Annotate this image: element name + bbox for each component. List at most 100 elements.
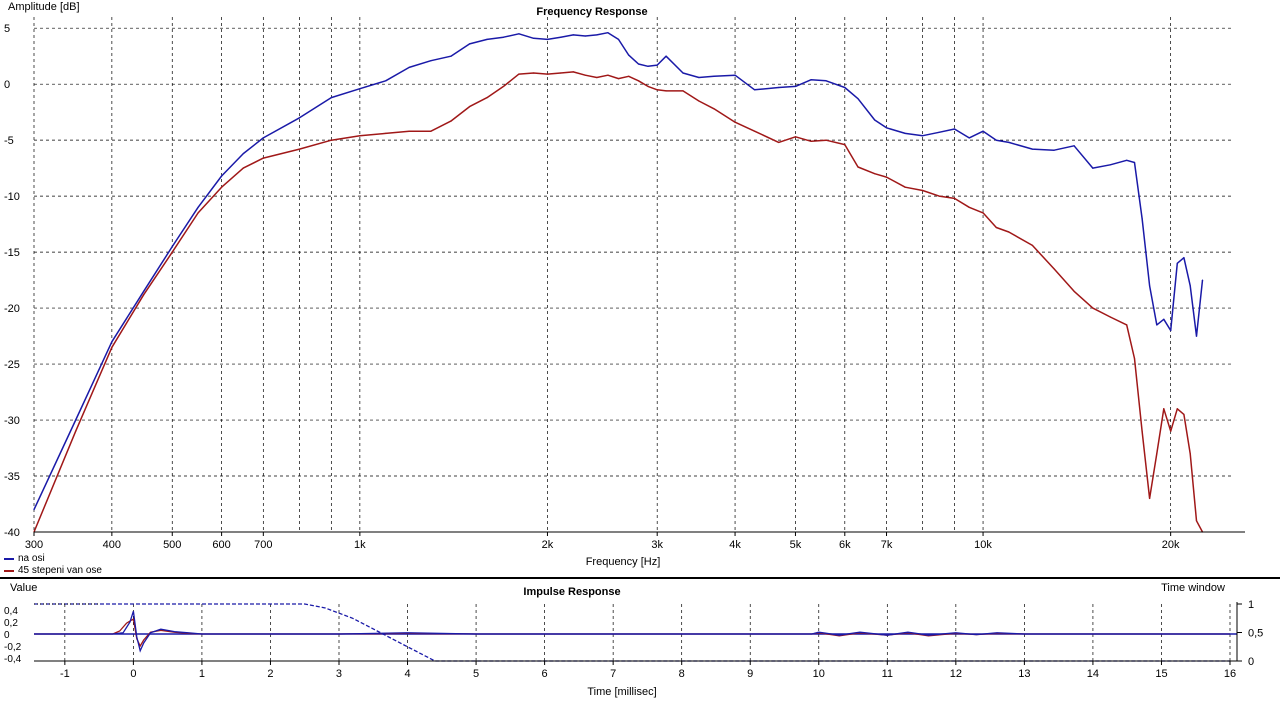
frequency-y-axis-label: Amplitude [dB] — [8, 1, 80, 13]
frequency-point — [450, 55, 452, 57]
frequency-point — [385, 80, 387, 82]
legend-item-na-osi: na osi — [4, 553, 45, 564]
frequency-point — [968, 137, 970, 139]
frequency-point — [617, 38, 620, 41]
impulse-x-tick-label: 12 — [950, 668, 962, 680]
frequency-point — [982, 130, 984, 132]
impulse-x-tick-label: 7 — [610, 668, 616, 680]
right-axis-tick-label: 1 — [1248, 599, 1254, 611]
impulse-x-axis-label: Time [millisec] — [587, 686, 656, 698]
frequency-point — [385, 132, 387, 134]
right-axis-tick-label: 0,5 — [1248, 628, 1263, 640]
frequency-y-tick-label: 0 — [4, 79, 10, 91]
frequency-point — [1053, 268, 1055, 270]
frequency-x-axis-label: Frequency [Hz] — [586, 556, 661, 568]
impulse-y-ticks: 0,40,20-0,2-0,4 — [4, 606, 22, 665]
frequency-point — [502, 85, 505, 87]
frequency-point — [584, 35, 586, 37]
impulse-x-tick-label: 4 — [404, 668, 410, 680]
impulse-x-tick-label: 8 — [679, 668, 685, 680]
frequency-y-tick-label: -25 — [4, 359, 20, 371]
frequency-point — [904, 186, 906, 188]
impulse-x-tick-label: 16 — [1224, 668, 1236, 680]
frequency-point — [450, 120, 452, 122]
frequency-point — [1189, 285, 1191, 287]
frequency-point — [754, 89, 756, 91]
frequency-point — [111, 341, 113, 343]
frequency-x-tick-label: 300 — [25, 539, 43, 551]
frequency-point — [794, 85, 797, 87]
impulse-y-tick-label: 0,2 — [4, 618, 18, 629]
impulse-y-axis-label: Value — [10, 582, 37, 594]
frequency-point — [75, 419, 77, 421]
frequency-x-tick-label: 10k — [974, 539, 992, 551]
frequency-point — [982, 212, 984, 214]
legend-label: 45 stepeni van ose — [18, 565, 102, 576]
frequency-point — [1133, 161, 1136, 164]
frequency-point — [825, 80, 827, 82]
frequency-point — [857, 166, 859, 168]
frequency-x-tick-label: 1k — [354, 539, 366, 551]
frequency-point — [486, 97, 488, 99]
frequency-point — [1092, 167, 1094, 169]
frequency-point — [262, 157, 264, 159]
frequency-point — [1163, 318, 1165, 320]
frequency-point — [221, 186, 223, 188]
frequency-point — [995, 139, 997, 141]
frequency-point — [968, 206, 970, 208]
frequency-point — [734, 121, 736, 123]
frequency-point — [143, 290, 145, 292]
frequency-point — [1149, 497, 1151, 499]
frequency-point — [637, 80, 640, 82]
frequency-point — [713, 108, 715, 110]
frequency-point — [171, 245, 173, 248]
frequency-point — [298, 148, 301, 150]
frequency-point — [502, 36, 505, 38]
frequency-point — [408, 130, 410, 132]
frequency-point — [242, 167, 244, 169]
frequency-point — [518, 33, 520, 35]
frequency-point — [885, 176, 888, 178]
frequency-point — [628, 75, 630, 77]
frequency-x-tick-label: 400 — [103, 539, 121, 551]
frequency-point — [844, 86, 846, 89]
frequency-x-tick-label: 700 — [254, 539, 272, 551]
frequency-point — [33, 509, 35, 511]
frequency-point — [430, 60, 432, 62]
frequency-point — [111, 346, 113, 348]
frequency-chart-title: Frequency Response — [536, 6, 647, 18]
frequency-y-tick-label: -5 — [4, 135, 14, 147]
frequency-point — [794, 136, 797, 138]
frequency-point — [698, 100, 700, 102]
time-window-curve — [34, 603, 1230, 662]
impulse-x-tick-label: 11 — [882, 668, 893, 680]
impulse-y-tick-label: -0,4 — [4, 654, 22, 665]
frequency-point — [922, 189, 924, 192]
frequency-x-tick-label: 20k — [1162, 539, 1180, 551]
frequency-point — [1195, 520, 1198, 522]
impulse-x-tick-label: 9 — [747, 668, 753, 680]
frequency-point — [656, 89, 658, 91]
frequency-y-tick-label: -15 — [4, 247, 20, 259]
frequency-x-tick-label: 7k — [881, 539, 893, 551]
frequency-point — [698, 76, 700, 79]
frequency-point — [572, 34, 574, 36]
frequency-point — [1195, 335, 1198, 337]
frequency-point — [628, 54, 630, 56]
legend-item-45-stepeni: 45 stepeni van ose — [4, 565, 102, 576]
frequency-point — [1149, 285, 1151, 287]
frequency-point — [408, 66, 410, 68]
frequency-point — [1176, 408, 1178, 410]
frequency-point — [242, 153, 244, 155]
impulse-x-tick-label: 10 — [813, 668, 825, 680]
frequency-point — [560, 36, 562, 38]
frequency-point — [1156, 453, 1158, 455]
impulse-x-tick-label: 13 — [1018, 668, 1030, 680]
frequency-point — [754, 130, 756, 132]
frequency-point — [874, 119, 876, 121]
frequency-point — [298, 117, 301, 119]
frequency-point — [1163, 408, 1165, 410]
frequency-point — [1201, 279, 1204, 281]
frequency-point — [572, 71, 574, 73]
impulse-series-line-1 — [34, 617, 1230, 648]
